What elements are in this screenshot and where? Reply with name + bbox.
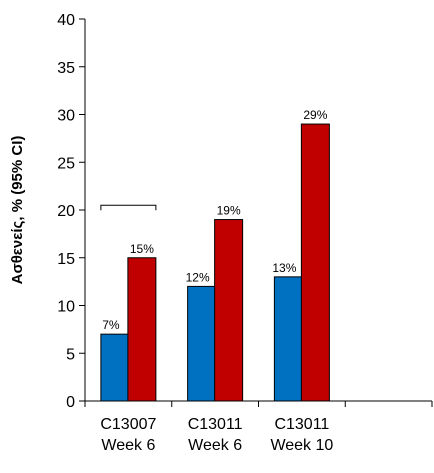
bar: [100, 333, 130, 402]
y-tick-label: 0: [66, 394, 75, 411]
y-axis: 0 5 10 15 20 25 30 35 40: [57, 12, 86, 411]
x-tick-label: Week 6: [101, 437, 155, 454]
annotations: [100, 204, 157, 211]
data-label: 13%: [272, 261, 296, 275]
comparison-bracket: [100, 204, 157, 211]
data-label: 12%: [186, 270, 210, 284]
bar: [214, 219, 244, 402]
bar: [127, 257, 157, 402]
x-tick-label: C13007: [100, 416, 156, 433]
bars: [100, 123, 330, 402]
bar: [300, 123, 330, 402]
data-label: 29%: [303, 108, 327, 122]
y-tick-label: 10: [57, 299, 75, 316]
x-axis: C13007 Week 6 C13011 Week 6 C13011 Week 10: [84, 400, 433, 454]
y-tick-label: 35: [57, 60, 75, 77]
x-tick-label: C13011: [188, 416, 243, 433]
y-tick-label: 15: [57, 251, 75, 268]
y-tick-label: 25: [57, 155, 75, 172]
data-label: 15%: [130, 242, 154, 256]
data-label: 19%: [217, 204, 241, 218]
data-labels: 7% 15% 12% 19% 13% 29%: [102, 108, 328, 332]
x-tick-label: Week 6: [188, 437, 242, 454]
bar: [187, 285, 217, 402]
x-tick-label: Week 10: [270, 437, 333, 454]
x-tick-label: C13011: [274, 416, 329, 433]
y-tick-label: 20: [57, 203, 75, 220]
y-tick-label: 30: [57, 108, 75, 125]
bar: [273, 276, 303, 402]
data-label: 7%: [102, 318, 120, 332]
y-axis-title: Ασθενείς, % (95% CI): [9, 136, 26, 285]
y-tick-label: 5: [66, 346, 75, 363]
y-tick-label: 40: [57, 12, 75, 29]
